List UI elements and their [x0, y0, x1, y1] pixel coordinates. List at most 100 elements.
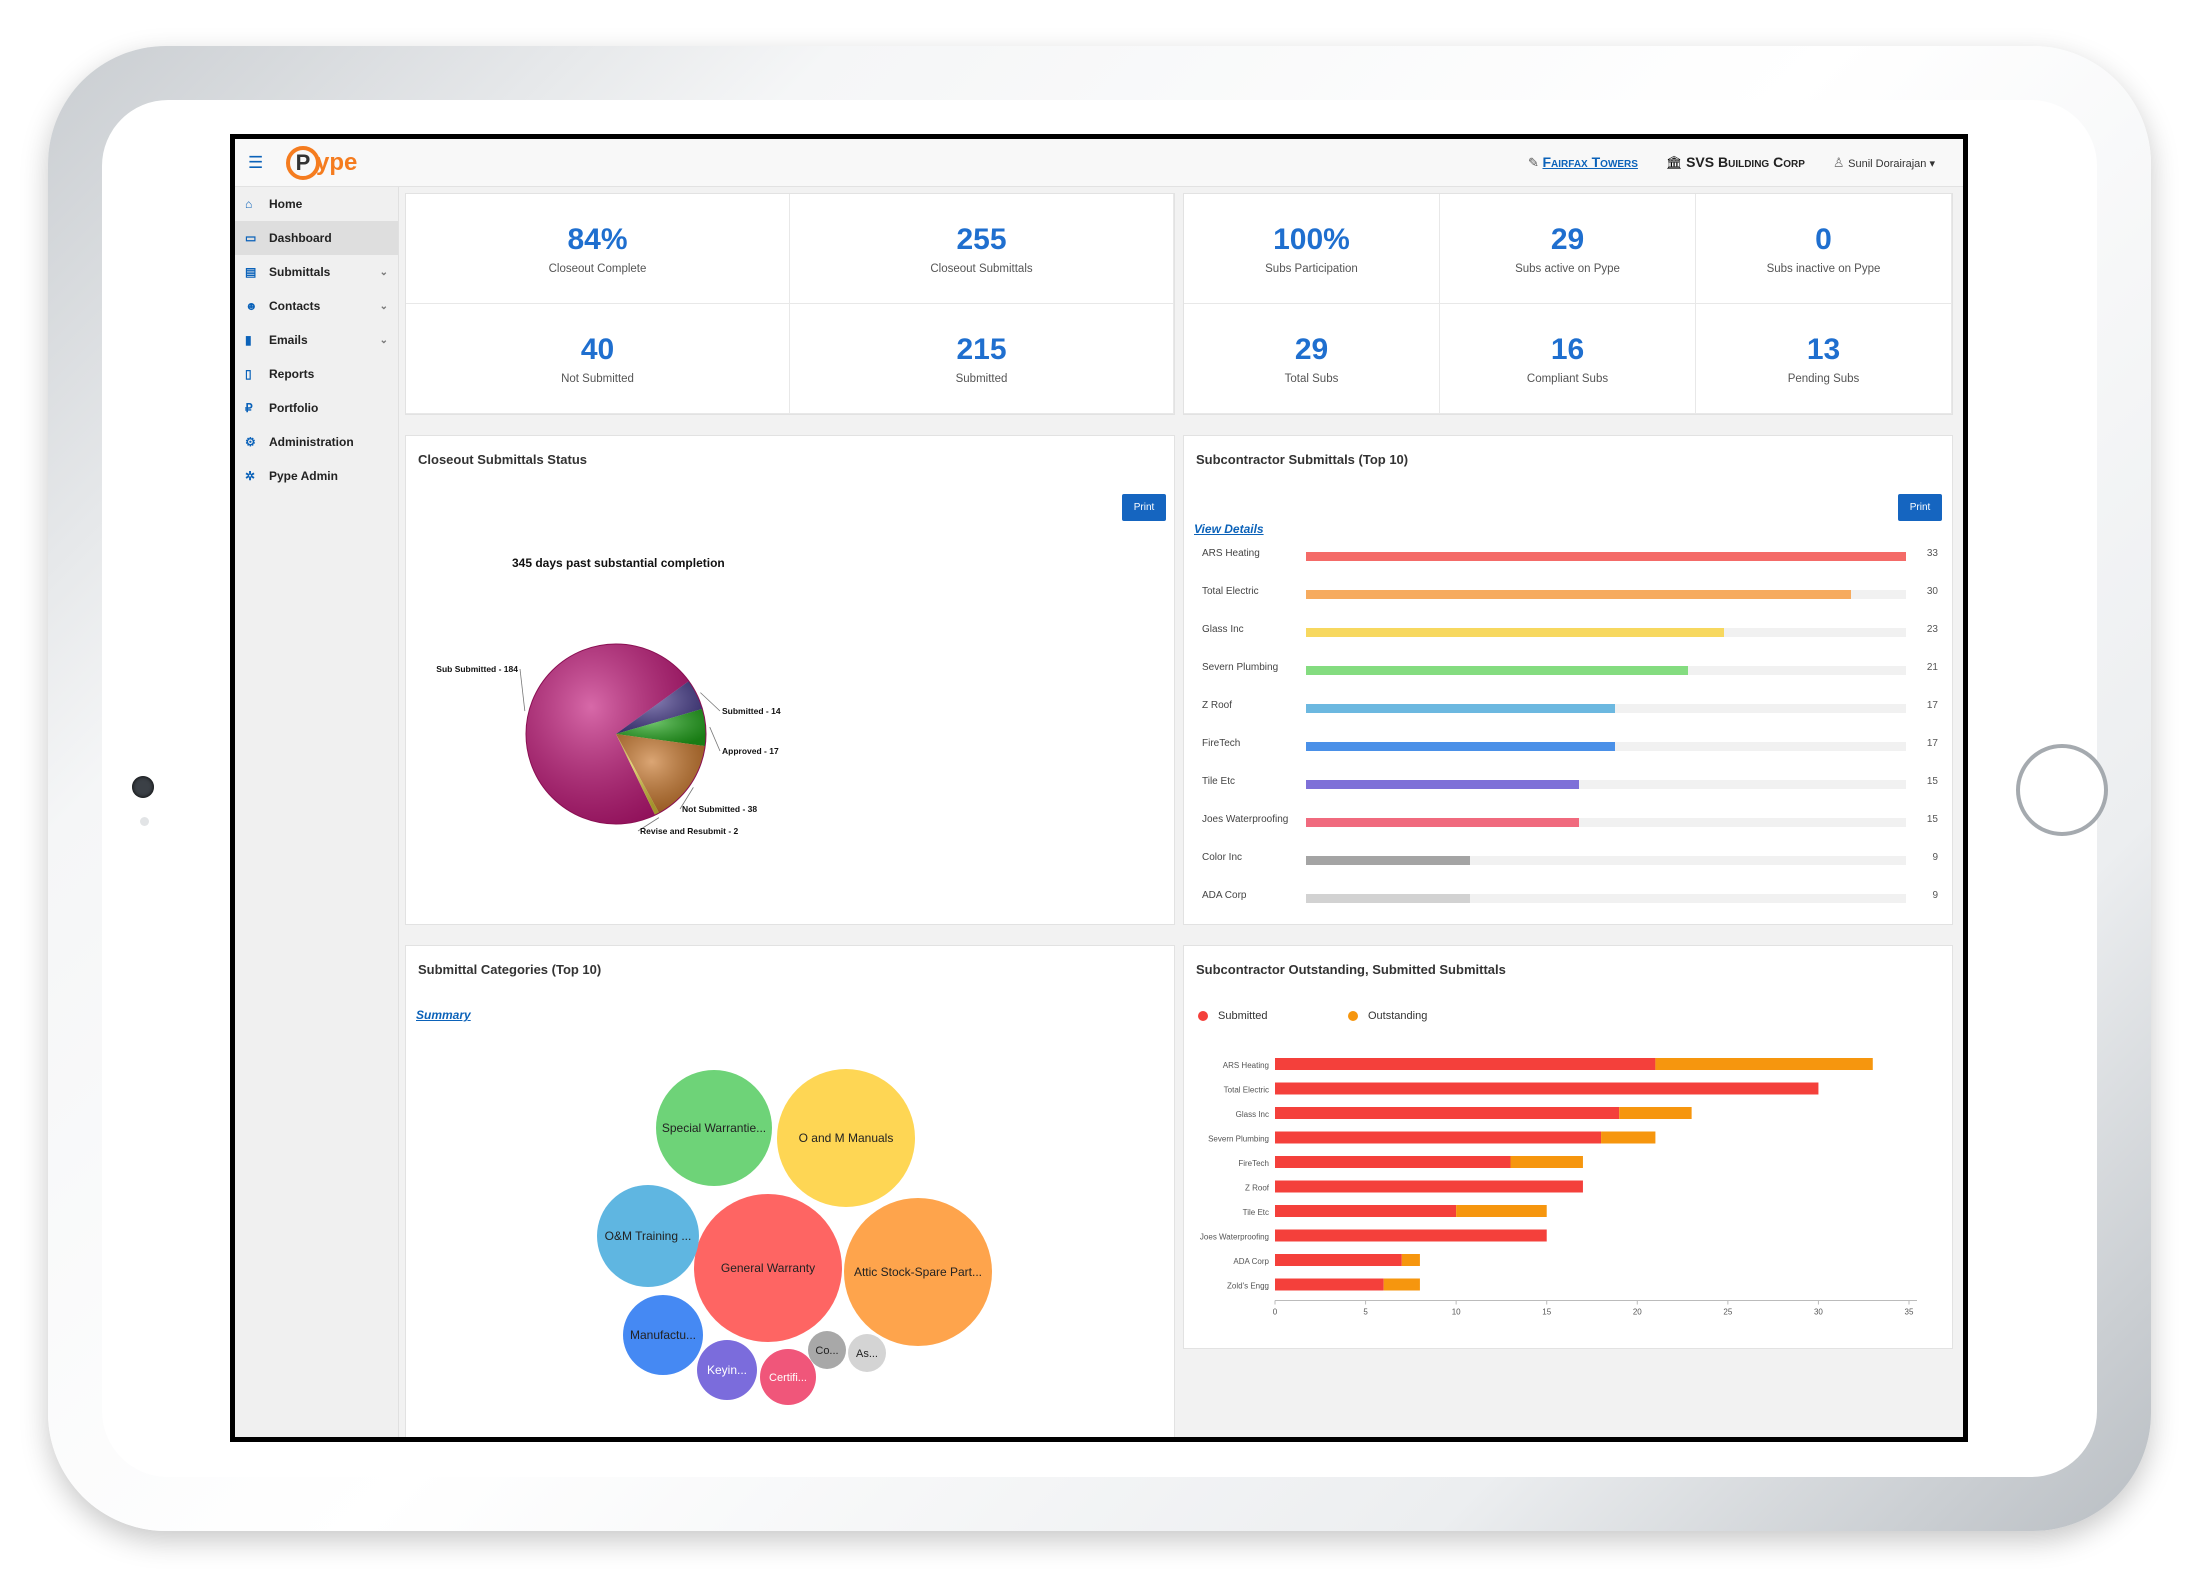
legend-submitted[interactable]: Submitted	[1198, 1010, 1268, 1022]
document-icon: ▯	[245, 367, 252, 381]
stat-subs-inactive[interactable]: 0 Subs inactive on Pype	[1696, 194, 1952, 304]
stacked-bar-segment[interactable]	[1275, 1278, 1384, 1291]
company-selector[interactable]: 🏛 SVS Building Corp	[1666, 154, 1805, 171]
stacked-bar-segment[interactable]	[1275, 1229, 1547, 1242]
stacked-bar-segment[interactable]	[1655, 1058, 1873, 1070]
logo-letter: P	[295, 149, 311, 175]
legend-outstanding[interactable]: Outstanding	[1348, 1010, 1427, 1022]
bar[interactable]	[1306, 856, 1470, 865]
y-tick-label: Zold's Engg	[1227, 1282, 1269, 1291]
bar-label: ARS Heating	[1202, 548, 1260, 559]
category-bubble[interactable]	[760, 1349, 816, 1405]
chevron-down-icon[interactable]: ⌄	[379, 334, 388, 346]
stacked-bar-segment[interactable]	[1275, 1205, 1457, 1217]
sidebar-item-home[interactable]: ⌂ Home	[235, 187, 398, 221]
bar[interactable]	[1306, 666, 1688, 675]
stacked-bar-segment[interactable]	[1275, 1180, 1583, 1193]
bar-value: 15	[1926, 776, 1938, 787]
sidebar-item-reports[interactable]: ▯ Reports	[235, 357, 398, 391]
category-bubble[interactable]	[808, 1331, 846, 1369]
bubble-label: Keyin...	[707, 1363, 747, 1377]
bar-row[interactable]: Tile Etc 15	[1184, 764, 1954, 802]
sidebar-item-pype-admin[interactable]: ✲ Pype Admin	[235, 459, 398, 493]
home-button[interactable]	[2016, 744, 2108, 836]
bar[interactable]	[1306, 590, 1852, 599]
panel-title: Closeout Submittals Status	[418, 452, 588, 467]
bar-value: 21	[1926, 662, 1938, 673]
stat-total-subs[interactable]: 29 Total Subs	[1184, 304, 1440, 414]
stacked-bar-segment[interactable]	[1275, 1058, 1656, 1070]
bar-row[interactable]: Joes Waterproofing 15	[1184, 802, 1954, 840]
summary-link[interactable]: Summary	[416, 1008, 471, 1022]
project-name[interactable]: Fairfax Towers	[1542, 154, 1638, 170]
company-name: SVS Building Corp	[1686, 154, 1805, 170]
chevron-down-icon[interactable]: ⌄	[379, 300, 388, 312]
stacked-bar-segment[interactable]	[1275, 1131, 1602, 1144]
stacked-bar-segment[interactable]	[1275, 1107, 1620, 1119]
stat-closeout-complete[interactable]: 84% Closeout Complete	[406, 194, 790, 304]
category-bubble[interactable]	[656, 1070, 772, 1186]
stat-value: 100%	[1273, 222, 1350, 256]
bar-row[interactable]: FireTech 17	[1184, 726, 1954, 764]
project-selector[interactable]: ✎ Fairfax Towers	[1528, 154, 1638, 171]
stacked-bar-segment[interactable]	[1401, 1254, 1420, 1266]
bar-row[interactable]: Z Roof 17	[1184, 688, 1954, 726]
stacked-bar-segment[interactable]	[1510, 1156, 1583, 1168]
stacked-bar-segment[interactable]	[1456, 1205, 1547, 1217]
bar-row[interactable]: ARS Heating 33	[1184, 536, 1954, 574]
screen: ☰ P ype ✎ Fairfax Towers 🏛 SVS Building …	[230, 134, 1968, 1442]
print-button[interactable]: Print	[1898, 494, 1942, 521]
sidebar-item-emails[interactable]: ▮ Emails ⌄	[235, 323, 398, 357]
stat-pending-subs[interactable]: 13 Pending Subs	[1696, 304, 1952, 414]
category-bubble[interactable]	[623, 1295, 703, 1375]
sidebar-item-dashboard[interactable]: ▭ Dashboard	[235, 221, 398, 255]
stacked-bar-segment[interactable]	[1383, 1278, 1420, 1291]
dashboard-main: 84% Closeout Complete 255 Closeout Submitt…	[405, 193, 1963, 1437]
bar-row[interactable]: Total Electric 30	[1184, 574, 1954, 612]
sidebar-item-administration[interactable]: ⚙ Administration	[235, 425, 398, 459]
bar[interactable]	[1306, 552, 1906, 561]
sidebar-item-portfolio[interactable]: ₽ Portfolio	[235, 391, 398, 425]
stat-submitted[interactable]: 215 Submitted	[790, 304, 1174, 414]
bar-row[interactable]: Color Inc 9	[1184, 840, 1954, 878]
sidebar-item-submittals[interactable]: ▤ Submittals ⌄	[235, 255, 398, 289]
bar[interactable]	[1306, 780, 1579, 789]
bar-row[interactable]: ADA Corp 9	[1184, 878, 1954, 916]
view-details-link[interactable]: View Details	[1194, 522, 1264, 536]
sidebar-item-contacts[interactable]: ☻ Contacts ⌄	[235, 289, 398, 323]
category-bubble[interactable]	[597, 1185, 699, 1287]
category-bubble[interactable]	[848, 1334, 886, 1372]
print-button[interactable]: Print	[1122, 494, 1166, 521]
stat-subs-active[interactable]: 29 Subs active on Pype	[1440, 194, 1696, 304]
category-bubble[interactable]	[777, 1069, 915, 1207]
category-bubble[interactable]	[697, 1340, 757, 1400]
pype-logo[interactable]: P ype	[286, 145, 357, 180]
bar[interactable]	[1306, 818, 1579, 827]
stacked-bar-segment[interactable]	[1619, 1107, 1692, 1119]
app-window: ☰ P ype ✎ Fairfax Towers 🏛 SVS Building …	[235, 139, 1963, 1437]
stacked-bar-segment[interactable]	[1275, 1156, 1511, 1168]
stat-not-submitted[interactable]: 40 Not Submitted	[406, 304, 790, 414]
bar-row[interactable]: Severn Plumbing 21	[1184, 650, 1954, 688]
stacked-bar-segment[interactable]	[1275, 1082, 1819, 1095]
bar-track	[1306, 552, 1906, 561]
stat-value: 16	[1550, 332, 1585, 366]
stat-compliant-subs[interactable]: 16 Compliant Subs	[1440, 304, 1696, 414]
category-bubble[interactable]	[694, 1194, 842, 1342]
bar[interactable]	[1306, 628, 1725, 637]
hamburger-icon[interactable]: ☰	[248, 152, 264, 172]
bar-row[interactable]: Glass Inc 23	[1184, 612, 1954, 650]
bar[interactable]	[1306, 704, 1616, 713]
bar[interactable]	[1306, 742, 1616, 751]
stat-closeout-submittals[interactable]: 255 Closeout Submittals	[790, 194, 1174, 304]
category-bubble[interactable]	[844, 1198, 992, 1346]
stat-subs-participation[interactable]: 100% Subs Participation	[1184, 194, 1440, 304]
user-menu[interactable]: ♙ Sunil Dorairajan ▾	[1833, 155, 1935, 171]
stacked-bar-segment[interactable]	[1275, 1254, 1402, 1266]
chevron-down-icon[interactable]: ⌄	[379, 266, 388, 278]
logo-mark: P	[286, 145, 320, 180]
bar[interactable]	[1306, 894, 1470, 903]
stacked-bar-segment[interactable]	[1601, 1131, 1656, 1144]
bar-track	[1306, 704, 1906, 713]
bar-value: 30	[1926, 586, 1938, 597]
